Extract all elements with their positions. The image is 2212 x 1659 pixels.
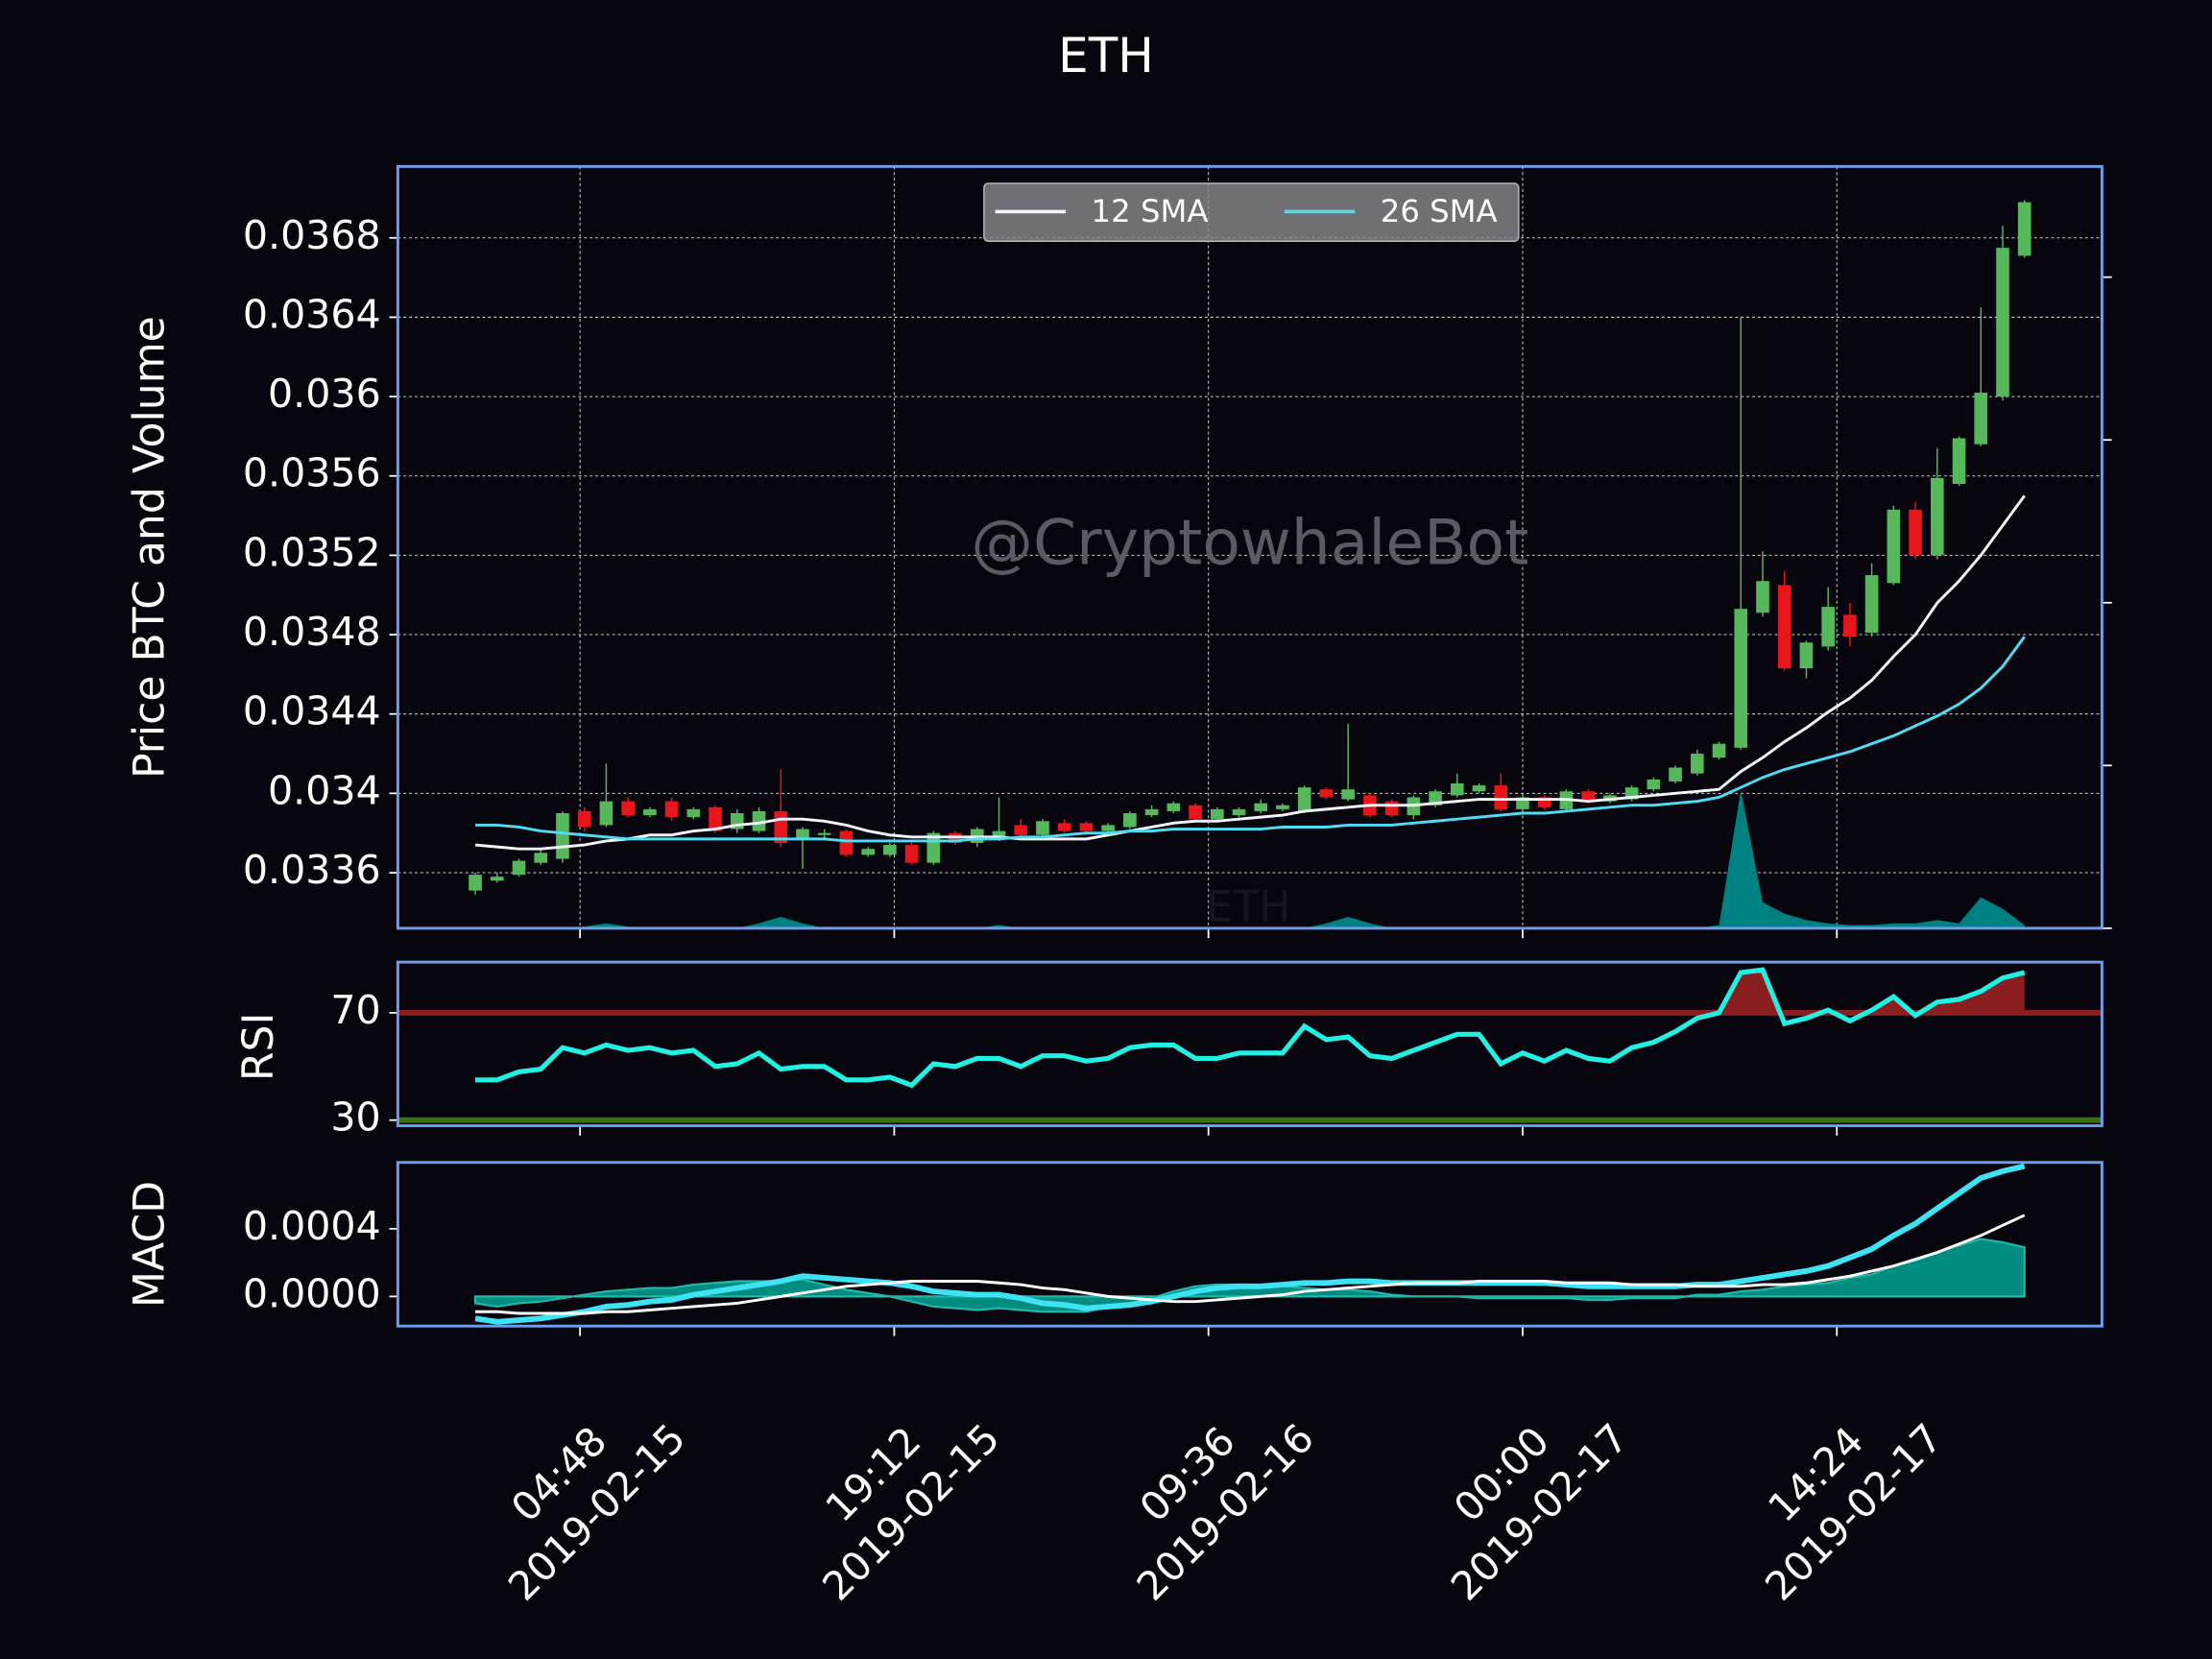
legend-box <box>983 182 1520 243</box>
candle-body <box>1144 808 1159 816</box>
candle-body <box>1341 789 1355 800</box>
candle-body <box>1319 789 1334 798</box>
y-axis-label: Price BTC and Volume <box>126 316 175 779</box>
candle-body <box>817 832 831 835</box>
y-tick-label: 0.0368 <box>243 212 381 258</box>
y-tick-label: 0.0364 <box>243 291 381 337</box>
candle-body <box>1101 825 1115 831</box>
rsi-line <box>475 967 2026 1089</box>
candle-body <box>1974 392 1988 445</box>
y-tick-label: 0.0344 <box>243 688 381 734</box>
candle-body <box>1887 509 1901 584</box>
candle-body <box>796 829 809 839</box>
candle-body <box>1996 248 2009 397</box>
candle-body <box>1210 808 1224 820</box>
candle-body <box>469 875 482 891</box>
axes-frame <box>396 1161 2104 1328</box>
candle-body <box>643 808 657 816</box>
axes-frame <box>396 960 2104 1128</box>
y-tick-label: 0.034 <box>268 767 381 813</box>
candle-body <box>1930 477 1944 556</box>
candle-body <box>1472 785 1486 792</box>
candle-body <box>686 808 701 818</box>
legend-label: 12 SMA <box>1092 193 1209 229</box>
candle-body <box>490 877 504 881</box>
candle-body <box>1057 823 1071 831</box>
indicator-line <box>474 1163 2026 1325</box>
candle-body <box>1079 823 1094 831</box>
y-tick-label: 0.036 <box>268 371 381 417</box>
candle-body <box>1450 783 1464 796</box>
candle-body <box>512 860 526 876</box>
y-axis-label: RSI <box>234 1012 283 1081</box>
y-tick-label: 70 <box>330 987 380 1033</box>
indicator-line <box>475 1214 2026 1315</box>
candle-body <box>1821 607 1835 647</box>
y-tick-label: 0.0352 <box>243 529 381 575</box>
candle-body <box>1276 805 1289 809</box>
y-tick-label: 0.0000 <box>243 1270 381 1316</box>
candle-body <box>577 810 591 828</box>
candle-body <box>861 849 875 855</box>
candle-body <box>534 853 548 863</box>
candle-body <box>1384 801 1399 816</box>
axes-frame <box>396 164 2104 930</box>
candle-body <box>1777 585 1791 669</box>
candle-body <box>1232 808 1246 816</box>
candle-body <box>1036 821 1049 835</box>
candle-body <box>709 806 722 831</box>
candle-body <box>1909 509 1922 556</box>
y-tick-label: 0.0336 <box>243 847 381 893</box>
candle-body <box>1647 779 1661 790</box>
y-tick-label: 0.0004 <box>243 1203 381 1249</box>
sma-line <box>474 494 2026 851</box>
candle-body <box>839 830 854 855</box>
candle-body <box>1864 575 1879 633</box>
legend-label: 26 SMA <box>1381 193 1498 229</box>
candle-body <box>1952 438 1966 484</box>
y-tick-label: 0.0348 <box>243 609 381 655</box>
candle-body <box>1712 743 1726 758</box>
candle-body <box>992 830 1006 837</box>
candle-body <box>1254 803 1268 811</box>
candle-body <box>1690 754 1704 774</box>
candle-body <box>599 801 613 826</box>
watermark: @CryptowhaleBot <box>971 508 1528 580</box>
candle-body <box>1189 805 1202 820</box>
candle-body <box>556 813 569 859</box>
candle-body <box>1734 609 1748 748</box>
candle-body <box>1014 825 1028 835</box>
candle-body <box>1537 797 1551 807</box>
candle-body <box>1756 581 1769 613</box>
volume-label: ETH <box>1206 883 1290 932</box>
y-axis-label: MACD <box>126 1181 175 1308</box>
chart-title: ETH <box>1058 28 1154 84</box>
candle-body <box>1843 614 1857 637</box>
candle-body <box>1799 642 1814 669</box>
candle-body <box>1297 787 1311 811</box>
candle-body <box>883 845 897 855</box>
y-tick-label: 30 <box>330 1094 380 1141</box>
candle-body <box>1123 813 1137 828</box>
sma-line <box>475 636 2026 843</box>
candle-body <box>1166 803 1181 811</box>
candle-body <box>904 845 919 863</box>
candle-body <box>1494 785 1508 809</box>
candle-body <box>1669 767 1682 781</box>
y-tick-label: 0.0356 <box>243 450 381 496</box>
candle-body <box>621 801 635 816</box>
candle-body <box>2017 202 2032 256</box>
candle-body <box>1581 791 1595 802</box>
candle-body <box>664 801 679 818</box>
candle-body <box>752 810 766 831</box>
